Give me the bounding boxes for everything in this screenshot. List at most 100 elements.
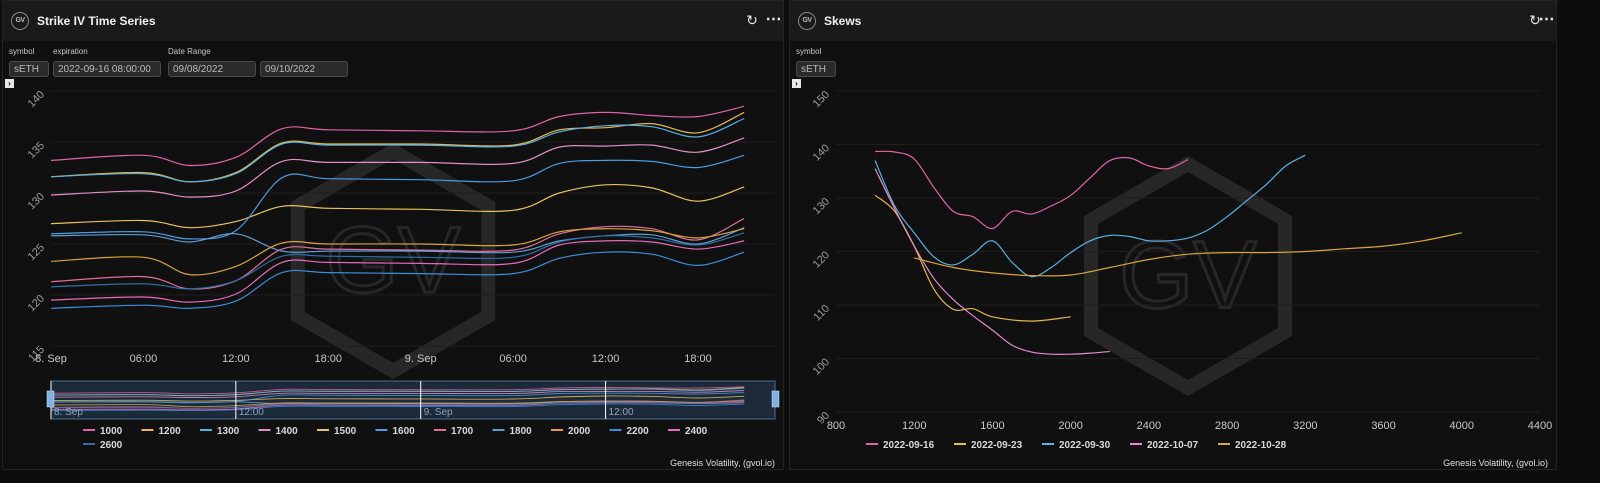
expand-arrow-icon[interactable]: › <box>5 79 14 88</box>
legend-item-2400: 2400 <box>668 426 708 437</box>
legend-item-2022-10-07: 2022-10-07 <box>1130 440 1199 451</box>
gv-logo-icon: GV <box>11 12 29 30</box>
gv-watermark-icon: GV <box>290 142 496 380</box>
legend-item-1500: 1500 <box>317 426 357 437</box>
symbol-select[interactable]: sETH <box>796 61 836 77</box>
navigator-label: 9. Sep <box>424 407 453 418</box>
y-tick-label: 140 <box>811 142 832 163</box>
series-line-1400 <box>50 137 745 198</box>
y-tick-label: 110 <box>811 303 832 324</box>
y-tick-label: 130 <box>26 191 47 212</box>
navigator-handle-left <box>46 390 55 408</box>
x-tick-label: 18:00 <box>684 353 712 365</box>
legend-item-2022-10-28: 2022-10-28 <box>1218 440 1287 451</box>
gv-logo-icon: GV <box>798 12 816 30</box>
more-horizontal-icon[interactable]: ⋯ <box>1538 11 1556 28</box>
legend-label: 1000 <box>100 426 123 437</box>
x-tick-label: 9. Sep <box>405 353 437 365</box>
series-line-1600 <box>50 154 745 240</box>
legend-label: 2000 <box>568 426 591 437</box>
y-tick-label: 120 <box>26 293 47 314</box>
credit-text: Genesis Volatility, (gvol.io) <box>1443 458 1548 468</box>
series-line-1300 <box>50 117 745 183</box>
symbol-label: symbol <box>796 47 822 56</box>
series-line-2600 <box>50 232 745 290</box>
x-tick-label: 3600 <box>1371 420 1395 432</box>
credit-text: Genesis Volatility, (gvol.io) <box>670 458 775 468</box>
legend-label: 2200 <box>627 426 650 437</box>
series-line-1800 <box>50 227 745 254</box>
legend-label: 1400 <box>276 426 299 437</box>
y-tick-label: 130 <box>811 196 832 217</box>
x-tick-label: 12:00 <box>592 353 620 365</box>
symbol-label: symbol <box>9 47 35 56</box>
series-line-1000 <box>50 105 745 167</box>
panel-title: Strike IV Time Series <box>37 14 156 28</box>
legend-label: 2022-09-16 <box>883 440 935 451</box>
y-tick-label: 140 <box>26 89 47 110</box>
legend-item-2022-09-16: 2022-09-16 <box>866 440 935 451</box>
legend-item-2022-09-23: 2022-09-23 <box>954 440 1023 451</box>
legend-label: 1300 <box>217 426 240 437</box>
expiration-select[interactable]: 2022-09-16 08:00:00 <box>53 61 161 77</box>
expiration-label: expiration <box>53 47 88 56</box>
legend-item-1600: 1600 <box>375 426 416 437</box>
legend-item-1800: 1800 <box>492 426 533 437</box>
refresh-icon[interactable]: ↻ <box>746 12 758 28</box>
watermark-text: GV <box>325 207 460 312</box>
legend-label: 1800 <box>510 426 533 437</box>
series-line-1500 <box>50 183 745 229</box>
x-tick-label: 4400 <box>1528 420 1552 432</box>
legend-label: 2022-10-28 <box>1235 440 1287 451</box>
x-tick-label: 1600 <box>980 420 1004 432</box>
navigator-handle-right <box>771 390 780 408</box>
panel-header: GV Strike IV Time Series ↻ ⋯ <box>3 1 783 41</box>
x-tick-label: 2000 <box>1058 420 1082 432</box>
legend-label: 2400 <box>685 426 708 437</box>
navigator-label: 8. Sep <box>54 407 83 418</box>
y-tick-label: 150 <box>811 89 832 110</box>
more-horizontal-icon[interactable]: ⋯ <box>765 11 783 28</box>
legend-item-1700: 1700 <box>434 426 474 437</box>
refresh-icon[interactable]: ↻ <box>1529 12 1541 28</box>
y-tick-label: 125 <box>26 242 47 263</box>
x-tick-label: 06:00 <box>499 353 527 365</box>
date-to-input[interactable]: 09/10/2022 <box>260 61 348 77</box>
legend-label: 1600 <box>393 426 416 437</box>
y-tick-label: 100 <box>811 356 832 377</box>
x-tick-label: 18:00 <box>315 353 343 365</box>
x-tick-label: 06:00 <box>130 353 158 365</box>
legend-item-2000: 2000 <box>551 426 591 437</box>
x-tick-label: 800 <box>827 420 845 432</box>
legend-label: 2022-09-23 <box>971 440 1023 451</box>
series-line-2022-09-16 <box>875 150 1189 230</box>
legend-label: 2022-09-30 <box>1059 440 1111 451</box>
x-tick-label: 3200 <box>1293 420 1317 432</box>
series-line-2022-09-23 <box>874 194 1071 322</box>
legend-item-1400: 1400 <box>258 426 299 437</box>
y-tick-label: 120 <box>811 249 832 270</box>
x-tick-label: 2800 <box>1215 420 1239 432</box>
series-line-2022-10-28 <box>914 232 1462 277</box>
x-tick-label: 2400 <box>1137 420 1161 432</box>
panel-title: Skews <box>824 14 862 28</box>
series-line-2200 <box>50 251 745 309</box>
watermark-hexagon <box>1084 155 1292 397</box>
skews-panel: GV Skews ↻ ⋯ symbol sETH › GV 90 100 110 120… <box>789 0 1557 470</box>
expand-arrow-icon[interactable]: › <box>792 79 801 88</box>
symbol-select[interactable]: sETH <box>9 61 49 77</box>
legend-item-2600: 2600 <box>83 440 123 451</box>
date-range-label: Date Range <box>168 47 211 56</box>
strike-iv-panel: GV Strike IV Time Series ↻ ⋯ symbol sETH… <box>2 0 784 470</box>
date-from-input[interactable]: 09/08/2022 <box>168 61 256 77</box>
legend-label: 1700 <box>451 426 474 437</box>
legend-label: 2600 <box>100 440 123 451</box>
legend-label: 2022-10-07 <box>1147 440 1199 451</box>
legend-item-2022-09-30: 2022-09-30 <box>1042 440 1111 451</box>
legend-label: 1200 <box>159 426 182 437</box>
x-tick-label: 12:00 <box>222 353 250 365</box>
legend-item-2200: 2200 <box>609 426 650 437</box>
legend-item-1200: 1200 <box>141 426 182 437</box>
x-tick-label: 1200 <box>902 420 926 432</box>
